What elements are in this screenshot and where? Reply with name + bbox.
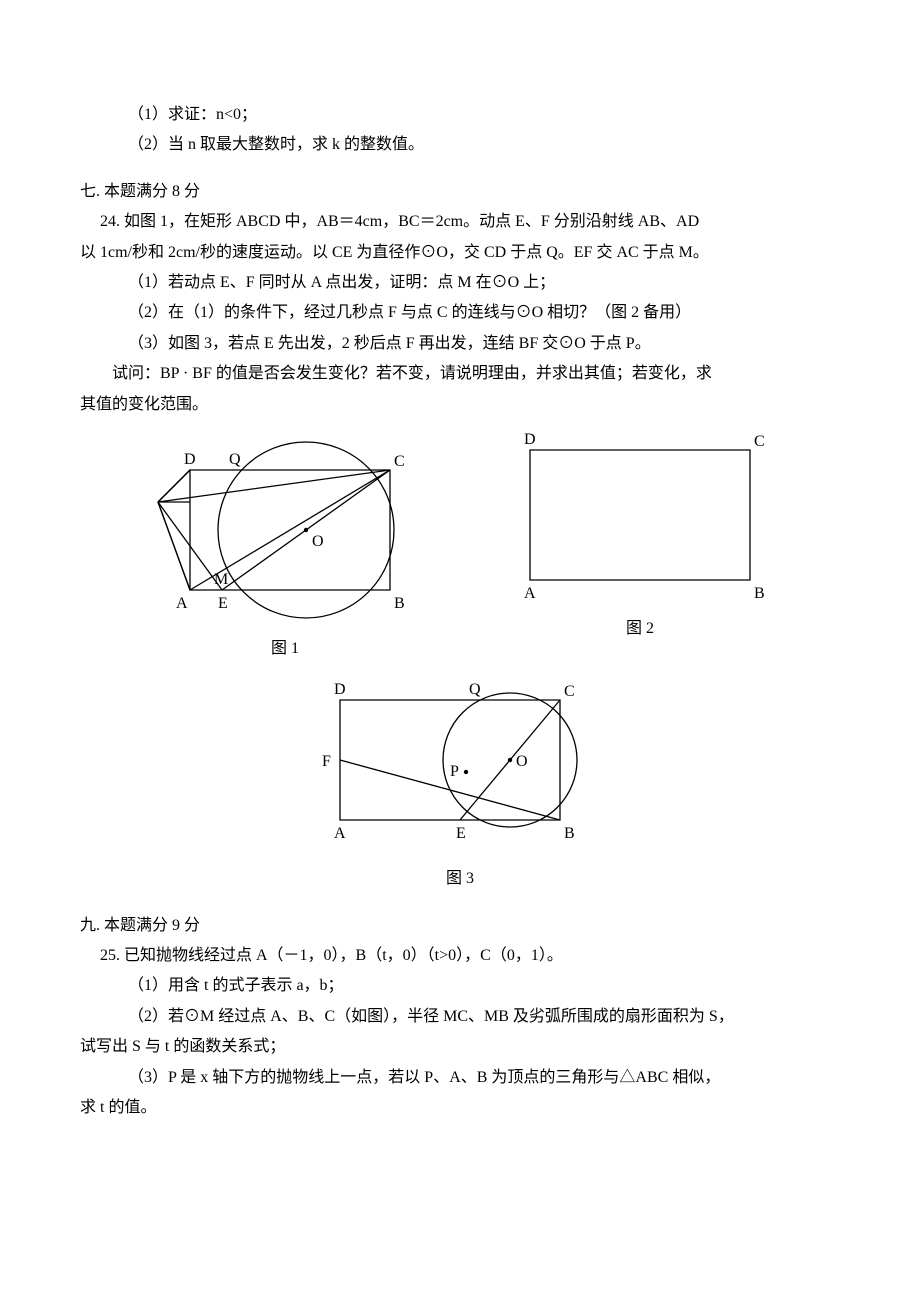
svg-text:P: P (450, 763, 459, 780)
svg-text:B: B (754, 585, 765, 602)
svg-text:D: D (184, 451, 196, 468)
svg-text:D: D (334, 681, 346, 698)
figure-1-caption: 图 1 (150, 634, 420, 664)
svg-text:A: A (334, 825, 346, 842)
svg-text:M: M (214, 571, 228, 588)
svg-text:C: C (564, 683, 575, 700)
svg-text:E: E (456, 825, 466, 842)
q25-part3a: （3）P 是 x 轴下方的抛物线上一点，若以 P、A、B 为顶点的三角形与△AB… (80, 1063, 840, 1093)
q24-part2: （2）在（1）的条件下，经过几秒点 F 与点 C 的连线与⊙O 相切？（图 2 … (80, 298, 840, 328)
q25-part1: （1）用含 t 的式子表示 a，b； (80, 971, 840, 1001)
q24-line2: 以 1cm/秒和 2cm/秒的速度运动。以 CE 为直径作⊙O，交 CD 于点 … (80, 238, 840, 268)
q24-line6: 试问：BP · BF 的值是否会发生变化？若不变，请说明理由，并求出其值；若变化… (80, 359, 840, 389)
svg-text:D: D (524, 431, 536, 448)
svg-text:B: B (394, 595, 405, 612)
figure-1: DQCFAEBOM 图 1 (150, 430, 420, 664)
figure-3-caption: 图 3 (310, 864, 610, 894)
q24-part3: （3）如图 3，若点 E 先出发，2 秒后点 F 再出发，连结 BF 交⊙O 于… (80, 329, 840, 359)
section-9-heading: 九. 本题满分 9 分 (80, 911, 840, 941)
q25-part2b: 试写出 S 与 t 的函数关系式； (80, 1032, 840, 1062)
figure-2: D C A B 图 2 (510, 430, 770, 664)
q24-part1: （1）若动点 E、F 同时从 A 点出发，证明：点 M 在⊙O 上； (80, 268, 840, 298)
svg-text:C: C (754, 433, 765, 450)
svg-text:O: O (312, 533, 324, 550)
svg-text:A: A (176, 595, 188, 612)
svg-text:B: B (564, 825, 575, 842)
svg-text:E: E (218, 595, 228, 612)
q23-part2: （2）当 n 取最大整数时，求 k 的整数值。 (80, 130, 840, 160)
figure-3: D Q C F P O A E B 图 3 (310, 670, 610, 894)
svg-text:F: F (322, 753, 331, 770)
figure-2-caption: 图 2 (510, 614, 770, 644)
q24-line7: 其值的变化范围。 (80, 390, 840, 420)
q25-line1: 25. 已知抛物线经过点 A（－1，0），B（t，0）（t>0），C（0，1）。 (80, 941, 840, 971)
svg-text:Q: Q (469, 681, 481, 698)
q23-part1: （1）求证：n<0； (80, 100, 840, 130)
section-8-heading: 七. 本题满分 8 分 (80, 177, 840, 207)
q24-line1: 24. 如图 1，在矩形 ABCD 中，AB＝4cm，BC＝2cm。动点 E、F… (80, 207, 840, 237)
svg-text:Q: Q (229, 451, 241, 468)
svg-text:C: C (394, 453, 405, 470)
svg-text:O: O (516, 753, 528, 770)
q25-part2a: （2）若⊙M 经过点 A、B、C（如图），半径 MC、MB 及劣弧所围成的扇形面… (80, 1002, 840, 1032)
q25-part3b: 求 t 的值。 (80, 1093, 840, 1123)
svg-text:A: A (524, 585, 536, 602)
